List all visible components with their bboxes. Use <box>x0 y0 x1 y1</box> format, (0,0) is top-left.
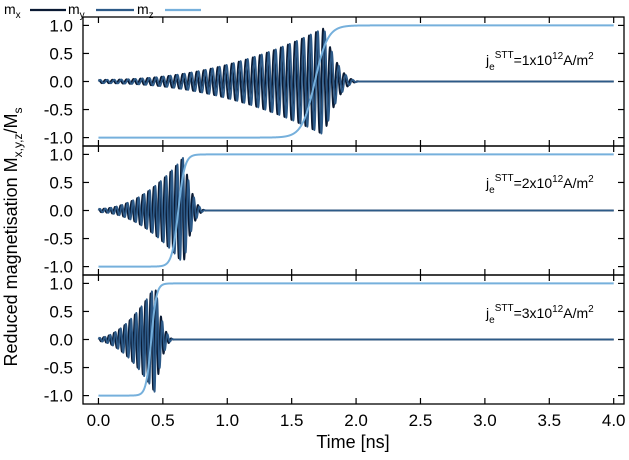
panel-1-series-mz <box>97 24 615 139</box>
panel-1-x-ticks <box>97 17 615 146</box>
panel-1-y-ticks: -1.0 -0.5 0.0 0.5 1.0 <box>44 16 624 148</box>
x-tick-label: 2.5 <box>409 411 433 430</box>
x-tick-labels: 0.0 0.5 1.0 1.5 2.0 2.5 3.0 3.5 4.0 <box>87 411 626 430</box>
panel-2-curves <box>97 153 615 268</box>
panel-2-y-ticks: -1.0 -0.5 0.0 0.5 1.0 <box>44 145 624 277</box>
x-tick-label: 3.0 <box>473 411 497 430</box>
panel-2-series-my <box>97 157 615 261</box>
panel-3-y-ticks: -1.0 -0.5 0.0 0.5 1.0 <box>44 274 624 406</box>
panel-1-series-my <box>97 30 615 135</box>
y-tick-label: 0.0 <box>49 202 73 221</box>
y-tick-label: -0.5 <box>44 230 73 249</box>
y-tick-label: 0.0 <box>49 73 73 92</box>
y-axis-title: Reduced magnetisation Mx,y,z/Ms <box>1 108 25 367</box>
panel-1-curves <box>97 24 615 139</box>
panel-3-curves <box>97 282 615 397</box>
y-tick-label: 0.0 <box>49 331 73 350</box>
x-tick-label: 4.0 <box>602 411 626 430</box>
y-tick-label: 1.0 <box>49 16 73 35</box>
y-tick-label: 0.5 <box>49 44 73 63</box>
panel-1: -1.0 -0.5 0.0 0.5 1.0 jeSTT=1x1012A/m2 <box>44 16 625 148</box>
y-tick-label: 1.0 <box>49 145 73 164</box>
panel-3-series-mz <box>97 282 615 397</box>
y-tick-label: -1.0 <box>44 129 73 148</box>
y-tick-label: -1.0 <box>44 258 73 277</box>
panel-2-series-mz <box>97 153 615 268</box>
legend-entry-mx: mx <box>4 1 66 21</box>
legend-label-my: my <box>68 1 85 21</box>
panel-3: -1.0 -0.5 0.0 0.5 1.0 jeSTT=3x1012A/m2 <box>44 274 625 406</box>
x-tick-label: 3.5 <box>537 411 561 430</box>
panel-3-annotation: jeSTT=3x1012A/m2 <box>485 303 594 326</box>
x-tick-label: 0.5 <box>151 411 175 430</box>
x-tick-label: 1.0 <box>215 411 239 430</box>
legend-entry-mz: mz <box>137 1 201 21</box>
x-tick-label: 2.0 <box>344 411 368 430</box>
y-tick-label: -1.0 <box>44 387 73 406</box>
x-tick-label: 1.5 <box>280 411 304 430</box>
panel-2-x-ticks <box>97 146 615 275</box>
y-tick-label: 1.0 <box>49 274 73 293</box>
legend-entry-my: my <box>68 1 134 21</box>
legend-label-mz: mz <box>137 1 154 21</box>
y-tick-label: -0.5 <box>44 101 73 120</box>
y-tick-label: -0.5 <box>44 359 73 378</box>
y-tick-label: 0.5 <box>49 302 73 321</box>
panel-2: -1.0 -0.5 0.0 0.5 1.0 jeSTT=2x1012A/m2 <box>44 145 625 277</box>
y-tick-label: 0.5 <box>49 173 73 192</box>
legend: mx my mz <box>4 1 201 21</box>
x-axis-title: Time [ns] <box>316 432 389 452</box>
panel-2-annotation: jeSTT=2x1012A/m2 <box>485 173 594 196</box>
panel-3-x-ticks <box>97 275 615 404</box>
legend-label-mx: mx <box>4 1 21 21</box>
panel-1-annotation: jeSTT=1x1012A/m2 <box>485 50 594 73</box>
panel-3-series-my <box>97 290 615 393</box>
x-tick-label: 0.0 <box>87 411 111 430</box>
